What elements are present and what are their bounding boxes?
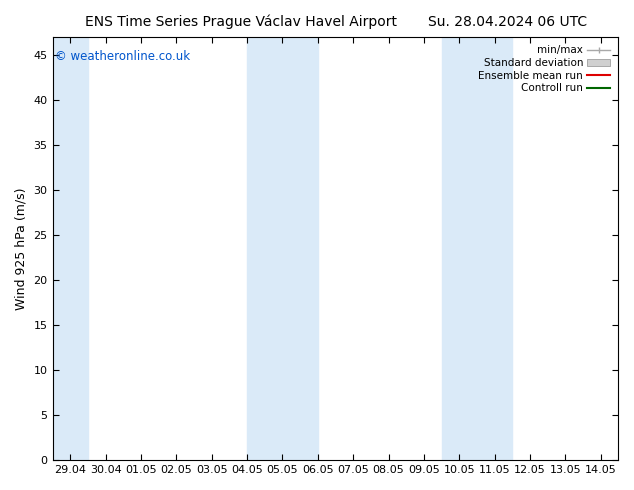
Bar bbox=[442, 37, 512, 460]
Y-axis label: Wind 925 hPa (m/s): Wind 925 hPa (m/s) bbox=[15, 187, 28, 310]
Bar bbox=[247, 37, 318, 460]
Text: © weatheronline.co.uk: © weatheronline.co.uk bbox=[55, 50, 190, 63]
Text: ENS Time Series Prague Václav Havel Airport: ENS Time Series Prague Václav Havel Airp… bbox=[85, 15, 397, 29]
Bar bbox=[53, 37, 88, 460]
Legend: min/max, Standard deviation, Ensemble mean run, Controll run: min/max, Standard deviation, Ensemble me… bbox=[476, 42, 613, 97]
Text: Su. 28.04.2024 06 UTC: Su. 28.04.2024 06 UTC bbox=[428, 15, 586, 29]
